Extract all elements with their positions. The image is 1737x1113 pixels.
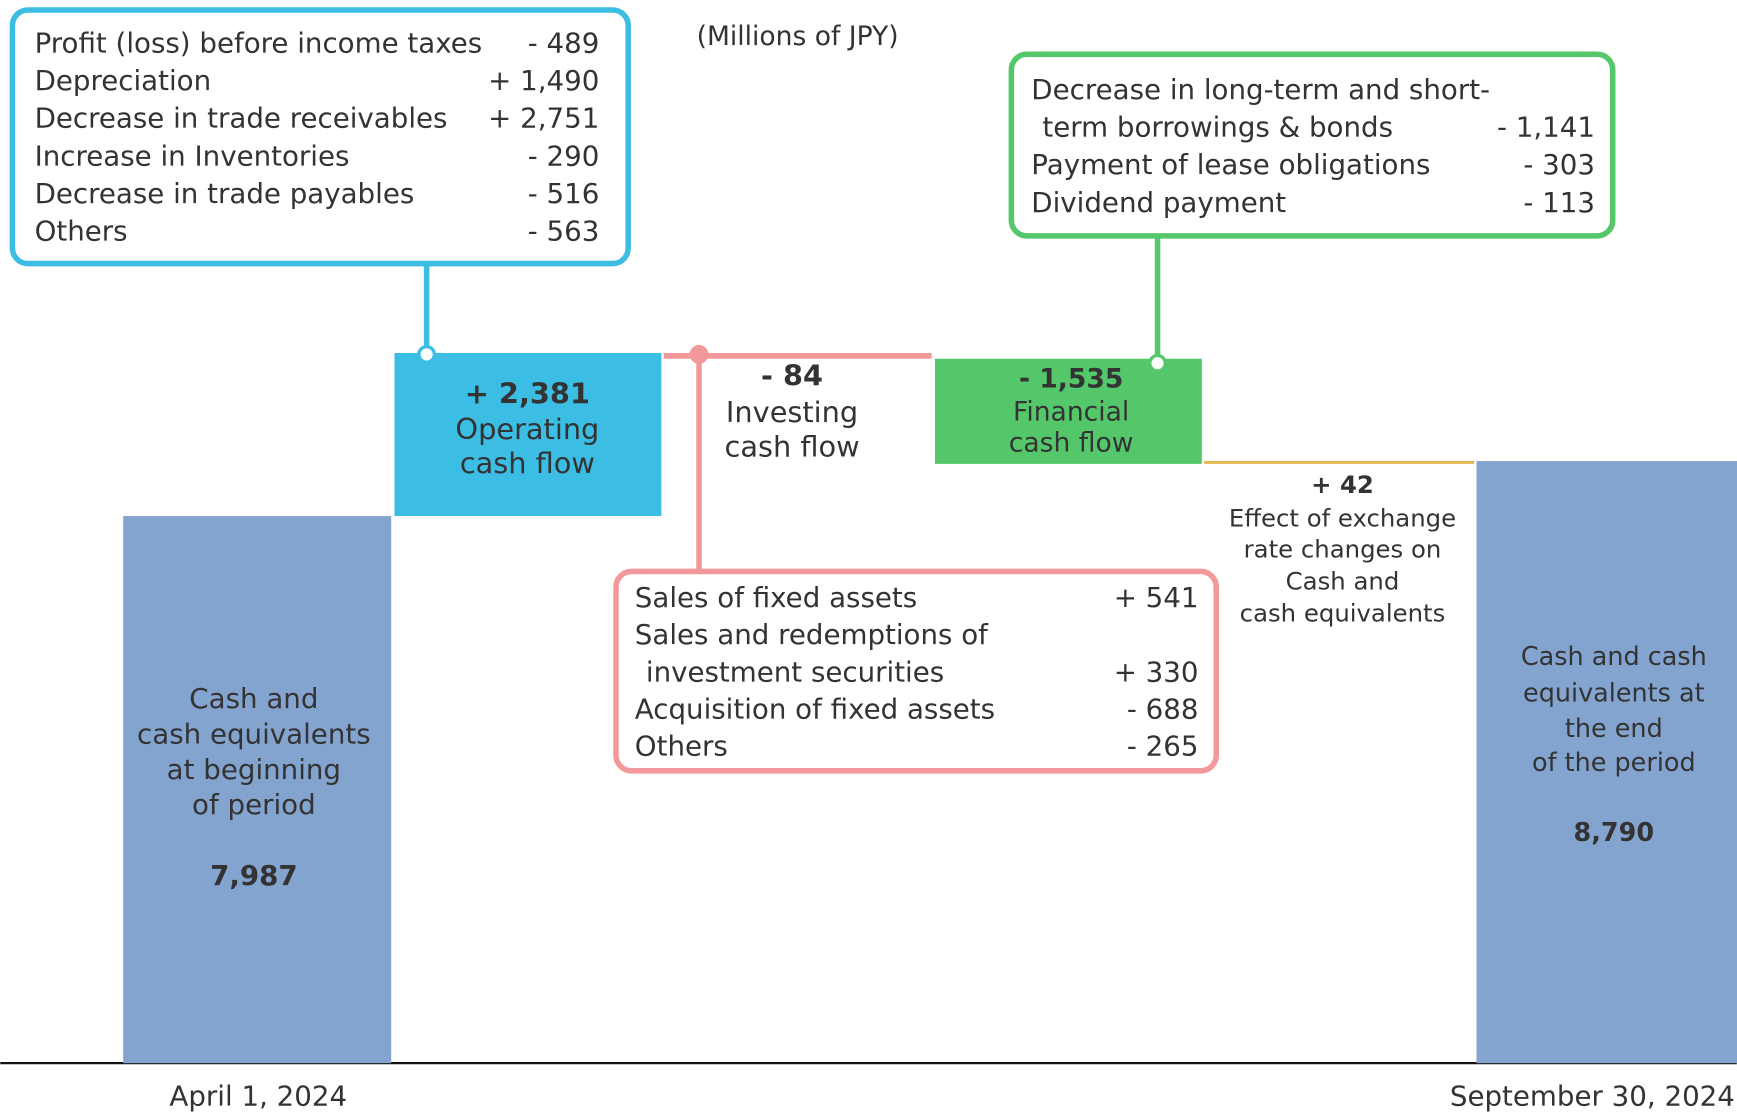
bar-value-label: 7,987 (210, 859, 298, 892)
bar-value-label: 8,790 (1574, 818, 1655, 848)
category-label: Cash and cash (1521, 642, 1707, 672)
detail-value: - 563 (528, 215, 600, 248)
start-date: April 1, 2024 (169, 1079, 347, 1112)
detail-value: - 290 (528, 139, 600, 172)
connector-dot (417, 344, 437, 364)
category-label: Operating (455, 412, 599, 446)
detail-box (1008, 51, 1616, 239)
detail-label: Depreciation (35, 64, 212, 97)
category-label: of period (192, 788, 316, 821)
detail-label: Profit (loss) before income taxes (35, 26, 483, 59)
bar-value-label: + 2,381 (465, 376, 590, 410)
connector-dot (1148, 353, 1167, 373)
detail-label: Others (635, 730, 728, 763)
category-label: Effect of exchange (1229, 503, 1456, 532)
category-label: at beginning (167, 753, 341, 786)
detail-value: + 541 (1114, 581, 1199, 614)
detail-value: - 1,141 (1497, 110, 1595, 143)
detail-box (9, 7, 631, 267)
bar (123, 516, 392, 1064)
detail-value: - 489 (528, 26, 600, 59)
detail-value: - 303 (1523, 148, 1595, 181)
category-label: cash equivalents (1240, 599, 1446, 628)
category-label: Cash and (1286, 567, 1400, 596)
detail-label: investment securities (646, 655, 944, 688)
category-label: the end (1565, 714, 1663, 744)
detail-value: + 330 (1114, 655, 1199, 688)
category-label: equivalents at (1523, 678, 1705, 708)
bar (1204, 461, 1475, 464)
connector-dot (689, 344, 709, 364)
detail-label: Sales and redemptions of (635, 618, 989, 651)
category-label: Cash and (189, 682, 318, 715)
category-label: of the period (1532, 748, 1696, 778)
detail-value: + 1,490 (488, 64, 599, 97)
detail-label: Increase in Inventories (35, 139, 350, 172)
detail-label: Dividend payment (1031, 186, 1286, 219)
category-label: Investing (726, 395, 858, 429)
bar-value-label: - 84 (761, 359, 823, 393)
detail-value: - 265 (1127, 730, 1199, 763)
detail-value: - 113 (1523, 186, 1595, 219)
detail-label: Payment of lease obligations (1031, 148, 1430, 181)
category-label: rate changes on (1244, 534, 1442, 563)
end-date: September 30, 2024 (1450, 1079, 1735, 1112)
detail-label: Others (35, 215, 128, 248)
detail-label: term borrowings & bonds (1042, 110, 1393, 143)
detail-label: Acquisition of fixed assets (635, 692, 995, 725)
detail-value: - 516 (528, 177, 600, 210)
category-label: cash flow (1009, 428, 1134, 459)
category-label: cash flow (725, 430, 860, 464)
detail-label: Sales of fixed assets (635, 581, 917, 614)
bar-value-label: + 42 (1311, 470, 1374, 499)
bar (663, 352, 932, 359)
detail-value: + 2,751 (488, 102, 599, 135)
detail-box (613, 568, 1220, 774)
bar (1476, 461, 1737, 1064)
category-label: Financial (1013, 397, 1129, 428)
category-label: cash equivalents (137, 717, 371, 750)
bar (934, 358, 1202, 464)
detail-label: Decrease in trade receivables (35, 102, 448, 135)
category-label: cash flow (460, 446, 595, 480)
bar (394, 352, 662, 517)
detail-value: - 688 (1127, 692, 1199, 725)
detail-label: Decrease in trade payables (35, 177, 415, 210)
detail-label: Decrease in long-term and short- (1031, 73, 1490, 106)
bar-value-label: - 1,535 (1019, 363, 1123, 394)
unit-label: (Millions of JPY) (697, 21, 899, 52)
